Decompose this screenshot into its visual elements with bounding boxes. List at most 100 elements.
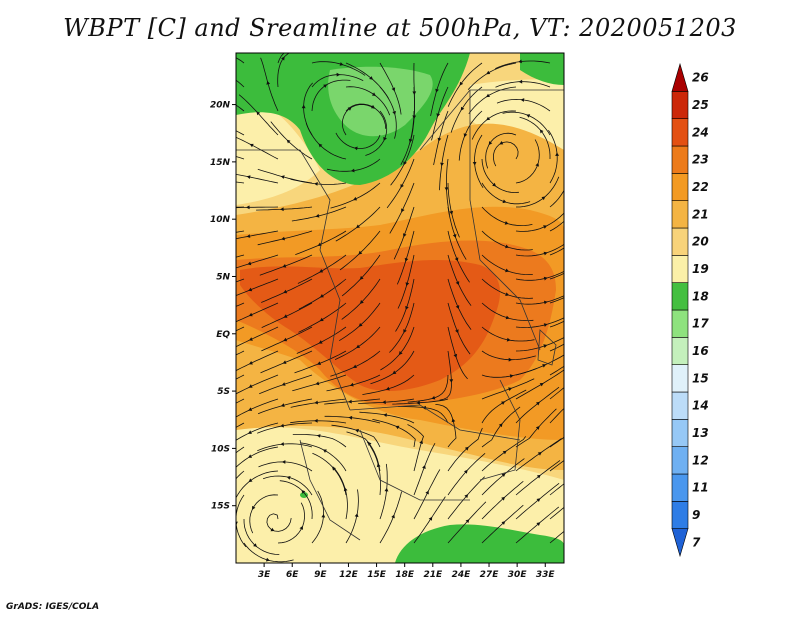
wbpt-field xyxy=(236,53,564,563)
lat-label: EQ xyxy=(216,330,230,340)
streamline-arrow xyxy=(502,450,507,455)
streamline-23 xyxy=(345,103,387,129)
streamline-arrow xyxy=(412,115,417,119)
streamline-186 xyxy=(447,452,486,496)
country-borders xyxy=(236,89,564,541)
streamline-arrow xyxy=(314,182,318,186)
streamline-63 xyxy=(291,206,347,222)
streamline-209 xyxy=(549,530,564,544)
streamline-arrow xyxy=(217,94,221,98)
streamline-86 xyxy=(447,254,472,306)
streamline-arrow xyxy=(569,400,573,404)
streamline-205 xyxy=(413,496,446,544)
streamline-136 xyxy=(407,374,449,403)
lon-label: 33E xyxy=(536,570,556,580)
streamline-arrow xyxy=(266,80,271,85)
streamline-134 xyxy=(326,374,381,392)
streamline-arrow xyxy=(376,463,381,468)
streamline-83 xyxy=(297,254,347,284)
streamline-arrow xyxy=(212,178,216,182)
streamline-51 xyxy=(236,173,279,184)
streamline-arrow xyxy=(248,384,253,388)
streamline-189 xyxy=(549,483,564,496)
streamline-158 xyxy=(515,386,560,424)
streamline-arrow xyxy=(505,315,510,320)
streamline-arrow xyxy=(339,62,344,66)
colorbar-label: 26 xyxy=(692,71,709,85)
streamline-arrow xyxy=(248,312,253,317)
streamline-112 xyxy=(261,326,313,352)
colorbar-swatch xyxy=(671,200,689,229)
streamline-arrow xyxy=(536,474,541,479)
field-pale-north xyxy=(236,90,320,205)
colorbar-swatch xyxy=(671,501,689,529)
streamline-19 xyxy=(495,81,551,88)
streamline-187 xyxy=(481,458,525,496)
streamline-76 xyxy=(447,230,470,283)
streamline-64 xyxy=(335,206,381,242)
streamline-arrow xyxy=(573,238,577,242)
streamline-arrow xyxy=(350,168,355,173)
border-0 xyxy=(236,149,331,251)
streamline-77 xyxy=(481,230,533,251)
colorbar-label: 22 xyxy=(692,180,709,194)
streamline-arrow xyxy=(281,56,285,61)
streamline-arrow xyxy=(358,250,363,255)
streamline-55 xyxy=(389,182,415,234)
colorbar-label: 17 xyxy=(692,317,709,331)
streamline-arrow xyxy=(518,79,523,84)
lat-label: 10S xyxy=(211,444,230,454)
colorbar: 7 9 11 12 13 14 15 16 17 18 19 20 21 22 23 24 25 26 xyxy=(671,62,709,558)
streamline-174 xyxy=(346,431,381,472)
streamline-arrow xyxy=(367,441,372,446)
streamline-arrow xyxy=(570,210,574,214)
streamline-arrow xyxy=(353,146,358,151)
streamline-169 xyxy=(549,436,564,448)
streamline-arrow xyxy=(463,133,468,138)
colorbar-label: 24 xyxy=(692,125,709,139)
streamline-arrow xyxy=(248,478,253,483)
streamline-arrow xyxy=(319,317,324,322)
streamline-198 xyxy=(515,482,560,520)
lat-label: 5S xyxy=(217,387,230,397)
streamline-197 xyxy=(481,480,524,520)
streamline-107 xyxy=(481,302,534,322)
streamline-arrow xyxy=(248,454,253,458)
streamline-arrow xyxy=(574,336,578,340)
streamline-arrow xyxy=(280,175,285,179)
border-9 xyxy=(537,329,557,366)
streamline-181 xyxy=(249,494,279,534)
streamline-82 xyxy=(259,254,313,276)
border-7 xyxy=(359,429,470,501)
streamline-195 xyxy=(413,469,441,520)
streamline-148 xyxy=(515,369,564,400)
streamline-arrow xyxy=(217,437,221,441)
streamline-arrow xyxy=(353,196,358,201)
streamline-123 xyxy=(294,350,347,374)
streamline-arrow xyxy=(464,494,469,499)
streamline-arrow xyxy=(281,382,286,386)
border-4 xyxy=(469,90,481,261)
streamline-arrow xyxy=(348,415,353,420)
streamline-149 xyxy=(549,387,564,400)
streamline-arrow xyxy=(555,152,560,156)
streamline-arrow xyxy=(571,379,575,383)
streamline-28 xyxy=(471,110,517,140)
colorbar-swatch xyxy=(671,227,689,256)
streamline-46 xyxy=(446,158,450,215)
streamline-arrow xyxy=(248,361,253,365)
streamline-arrow xyxy=(501,473,506,477)
streamline-arrow xyxy=(384,487,389,492)
streamline-109 xyxy=(549,297,564,304)
streamline-206 xyxy=(447,501,487,544)
lon-label: 18E xyxy=(395,570,415,580)
streamline-168 xyxy=(515,408,557,448)
streamline-184 xyxy=(366,441,381,496)
streamline-arrow xyxy=(408,138,413,143)
streamline-arrow xyxy=(400,184,404,188)
colorbar-swatch xyxy=(671,173,689,201)
streamline-113 xyxy=(296,326,347,354)
streamline-172 xyxy=(258,461,313,472)
streamline-arrow xyxy=(286,476,291,480)
streamline-arrow xyxy=(492,182,497,187)
